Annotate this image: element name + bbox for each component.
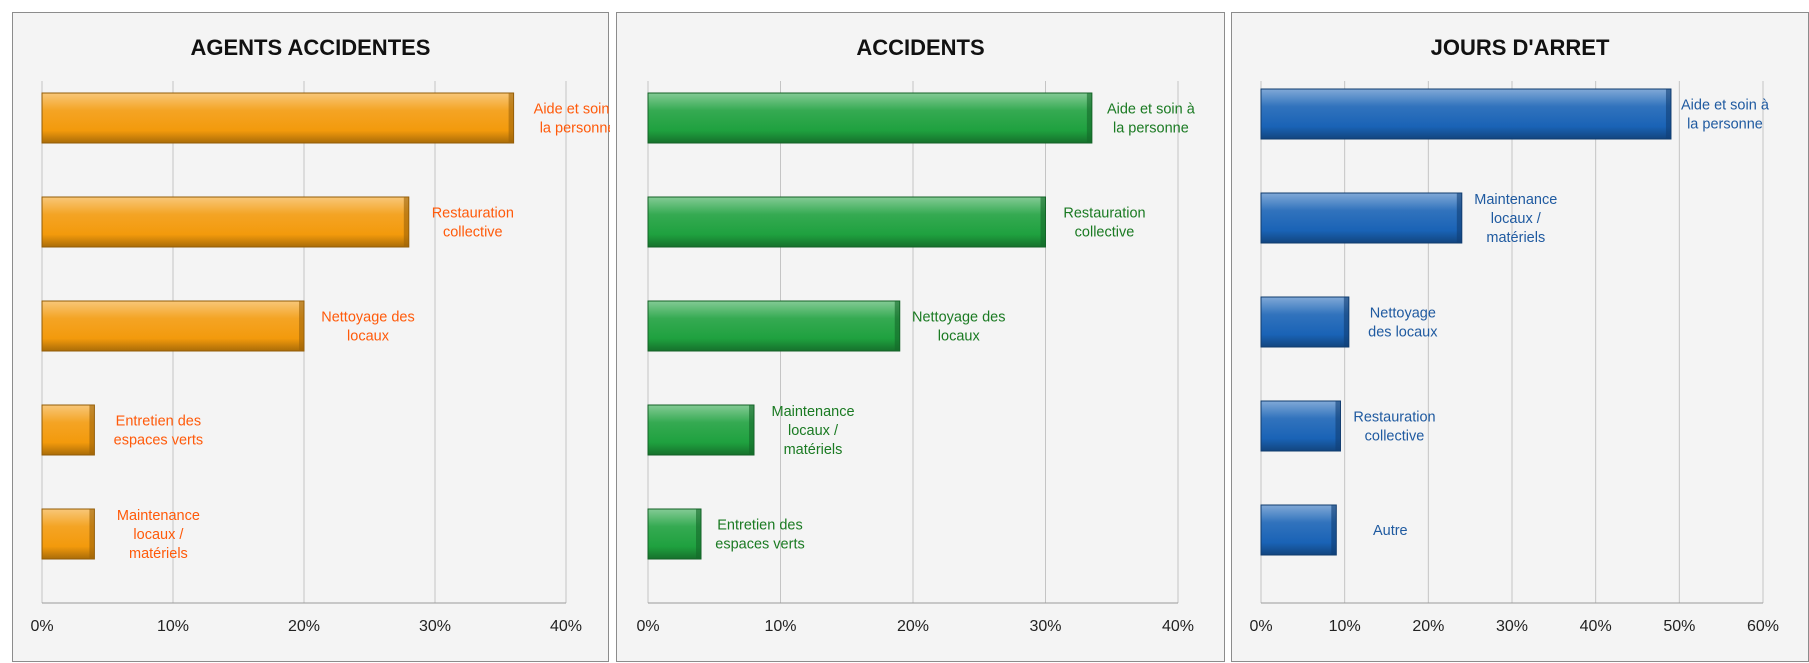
x-tick-label: 30% bbox=[1496, 618, 1528, 635]
chart-title: JOURS D'ARRET bbox=[1430, 35, 1610, 60]
bar bbox=[41, 300, 305, 352]
x-tick-label: 40% bbox=[1580, 618, 1612, 635]
bar bbox=[1260, 88, 1672, 140]
bar bbox=[647, 196, 1046, 248]
bar-edge bbox=[403, 197, 409, 247]
chart-panel-accidents: ACCIDENTS 0% 10% 20% 30% 40% Aide et soin à la… bbox=[616, 12, 1225, 662]
bar-category-label: Nettoyage des locaux bbox=[1368, 306, 1438, 341]
bar bbox=[647, 300, 901, 352]
bar-edge bbox=[1343, 297, 1349, 347]
bar-category-label: Aide et soin àla personne bbox=[534, 102, 610, 137]
bar-edge bbox=[89, 509, 95, 559]
bar bbox=[41, 508, 95, 560]
bar-edge bbox=[749, 405, 754, 455]
bar-category-label: Entretien des espaces verts bbox=[114, 414, 203, 449]
bar bbox=[1260, 504, 1337, 556]
x-tick-label: 10% bbox=[764, 618, 796, 635]
x-tick-label: 20% bbox=[288, 618, 320, 635]
x-tick-label: 10% bbox=[1329, 618, 1361, 635]
bar-category-label: Nettoyage des locaux bbox=[321, 310, 415, 345]
bar-edge bbox=[1331, 505, 1337, 555]
chart-title: ACCIDENTS bbox=[856, 35, 985, 60]
bar-edge bbox=[1086, 93, 1092, 143]
chart-panel-jours-darret: JOURS D'ARRET 0% 10% 20% 30% 40% 50% 60% Aide e… bbox=[1231, 12, 1809, 662]
bar bbox=[647, 404, 755, 456]
bar bbox=[647, 508, 702, 560]
bar-category-label: Restauration collective bbox=[432, 206, 514, 241]
bar bbox=[41, 196, 410, 248]
bar bbox=[41, 404, 95, 456]
bar-edge bbox=[508, 93, 514, 143]
bar-category-label: Entretien des espaces verts bbox=[715, 518, 804, 553]
bar-category-label: Restauration collective bbox=[1353, 410, 1435, 445]
x-tick-label: 40% bbox=[1162, 618, 1194, 635]
bar-edge bbox=[1040, 197, 1046, 247]
x-tick-label: 30% bbox=[1029, 618, 1061, 635]
x-tick-label: 40% bbox=[550, 618, 582, 635]
bar-edge bbox=[1456, 193, 1462, 243]
bar-chart-agents-accidentes: 0% 10% 20% 30% 40% Aide et soin àla personne R… bbox=[30, 81, 610, 635]
bar-edge bbox=[299, 301, 304, 351]
chart-panel-agents-accidentes: AGENTS ACCIDENTES 0% 10% 20% 30% 40% Aide et … bbox=[12, 12, 610, 662]
bar-edge bbox=[89, 405, 95, 455]
x-tick-label: 0% bbox=[636, 618, 659, 635]
bar-category-label: Nettoyage des locaux bbox=[912, 310, 1006, 345]
bar-edge bbox=[696, 509, 701, 559]
x-tick-label: 50% bbox=[1663, 618, 1695, 635]
bar-category-label: Maintenance locaux / matériels bbox=[771, 404, 854, 458]
x-tick-label: 30% bbox=[419, 618, 451, 635]
bar-edge bbox=[1335, 401, 1341, 451]
x-tick-label: 10% bbox=[157, 618, 189, 635]
bar bbox=[1260, 296, 1350, 348]
bar bbox=[647, 92, 1093, 144]
x-tick-label: 20% bbox=[897, 618, 929, 635]
bar bbox=[1260, 400, 1341, 452]
bar-chart-jours-darret: 0% 10% 20% 30% 40% 50% 60% Aide et soin à la per… bbox=[1249, 81, 1779, 635]
x-tick-label: 60% bbox=[1747, 618, 1779, 635]
x-tick-label: 0% bbox=[1249, 618, 1272, 635]
chart-title: AGENTS ACCIDENTES bbox=[190, 35, 431, 60]
bar bbox=[1260, 192, 1463, 244]
bar-edge bbox=[894, 301, 900, 351]
bar-edge bbox=[1665, 89, 1671, 139]
bar-category-label: Maintenance locaux / matériels bbox=[117, 508, 200, 562]
bar bbox=[41, 92, 515, 144]
bar-category-label: Restauration collective bbox=[1063, 206, 1145, 241]
bar-chart-accidents: 0% 10% 20% 30% 40% Aide et soin à la personne R… bbox=[636, 81, 1196, 635]
x-tick-label: 0% bbox=[30, 618, 53, 635]
bar-category-label: Maintenance locaux / matériels bbox=[1474, 192, 1557, 246]
x-tick-label: 20% bbox=[1412, 618, 1444, 635]
bar-category-label: Autre bbox=[1373, 523, 1408, 539]
